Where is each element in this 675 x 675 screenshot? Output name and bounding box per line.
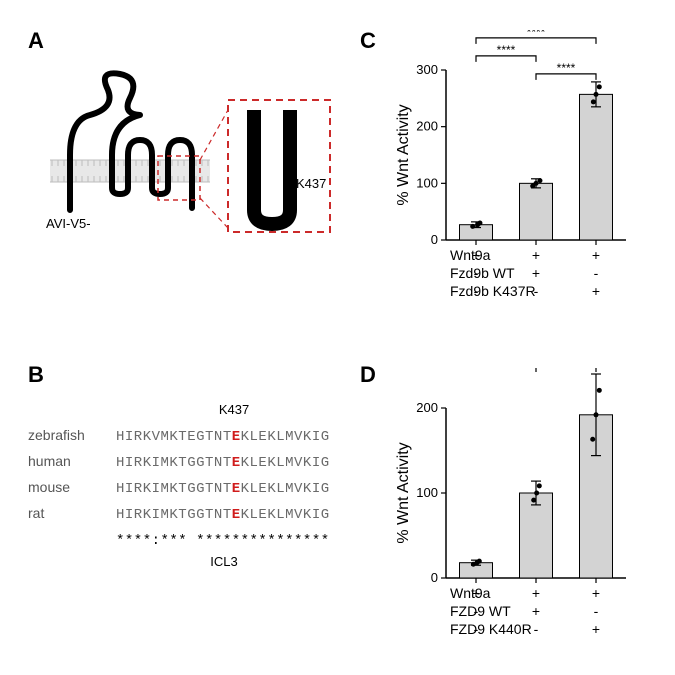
species-label: zebrafish — [28, 427, 85, 443]
alignment-title: K437 — [219, 402, 249, 417]
y-tick-label: 100 — [416, 485, 438, 500]
species-label: human — [28, 453, 71, 469]
x-row-label-text: Wnt9a — [450, 585, 491, 601]
y-tick-label: 200 — [416, 119, 438, 134]
sequence-row: HIRKIMKTGGTNTEKLEKLMVKIG — [116, 455, 330, 471]
x-row-mark: + — [472, 247, 480, 263]
x-row-mark: - — [474, 603, 479, 619]
y-tick-label: 0 — [431, 232, 438, 247]
sig-stars: **** — [497, 43, 516, 57]
icl3-label: ICL3 — [210, 554, 237, 569]
x-row-mark: + — [592, 585, 600, 601]
x-row-mark: - — [474, 283, 479, 299]
panel-c: 0 100 200 300 % Wnt Activity **** **** **** Wnt9… — [390, 30, 660, 330]
x-row-label-text: Fzd9b K437R — [450, 283, 536, 299]
data-point — [537, 483, 542, 488]
x-row-label-text: FZD9 K440R — [450, 621, 532, 637]
sequence-row: HIRKIMKTGGTNTEKLEKLMVKIG — [116, 481, 330, 497]
data-point — [597, 84, 602, 89]
data-point — [591, 99, 596, 104]
data-point — [477, 559, 482, 564]
consensus-line: ****:*** *************** — [116, 533, 330, 549]
zoom-loop-icon — [254, 110, 290, 224]
callout-line-top — [200, 110, 228, 160]
x-row-mark: - — [534, 621, 539, 637]
x-row-label-text: FZD9 WT — [450, 603, 511, 619]
data-point — [534, 491, 539, 496]
panel-label-d: D — [360, 362, 376, 388]
panel-a-svg: AVI-V5- K437 — [40, 60, 340, 280]
callout-zoom-box — [228, 100, 330, 232]
data-point — [597, 388, 602, 393]
panel-b: K437 zebrafish HIRKVMKTEGTNTEKLEKLMVKIG hu… — [24, 398, 354, 618]
y-tick-label: 300 — [416, 62, 438, 77]
species-label: mouse — [28, 479, 70, 495]
x-row-mark: - — [474, 265, 479, 281]
y-tick-label: 0 — [431, 570, 438, 585]
gpcr-icon — [70, 73, 192, 210]
x-row-mark: - — [474, 621, 479, 637]
data-point — [594, 92, 599, 97]
y-tick-label: 200 — [416, 400, 438, 415]
x-row-mark: + — [532, 585, 540, 601]
chart-d-svg: 0100200% Wnt Activity*****Wnt9a+++FZD9 W… — [390, 368, 660, 668]
y-tick-label: 100 — [416, 175, 438, 190]
x-row-mark: + — [532, 265, 540, 281]
x-row-mark: + — [532, 603, 540, 619]
y-axis-label: % Wnt Activity — [395, 442, 412, 543]
panel-b-svg: K437 zebrafish HIRKVMKTEGTNTEKLEKLMVKIG hu… — [24, 398, 354, 618]
panel-d: 0100200% Wnt Activity*****Wnt9a+++FZD9 W… — [390, 368, 660, 668]
data-point — [531, 498, 536, 503]
x-row-mark: + — [532, 247, 540, 263]
bar — [520, 183, 553, 240]
x-row-mark: + — [592, 283, 600, 299]
sig-stars: **** — [527, 30, 546, 39]
y-axis-label: % Wnt Activity — [395, 104, 412, 205]
sig-stars: **** — [557, 61, 576, 75]
callout-line-bot — [200, 198, 228, 228]
bar — [580, 94, 613, 240]
x-row-label-text: Wnt9a — [450, 247, 491, 263]
panel-label-b: B — [28, 362, 44, 388]
k437-label: K437 — [296, 176, 326, 191]
bar — [520, 493, 553, 578]
panel-label-c: C — [360, 28, 376, 54]
alignment-rows: zebrafish HIRKVMKTEGTNTEKLEKLMVKIG human HI… — [28, 427, 330, 523]
chart-c-svg: 0 100 200 300 % Wnt Activity **** **** **** Wnt9… — [390, 30, 660, 330]
sig-bracket — [536, 368, 596, 372]
sequence-row: HIRKIMKTGGTNTEKLEKLMVKIG — [116, 507, 330, 523]
x-row-mark: + — [592, 621, 600, 637]
x-row-mark: - — [534, 283, 539, 299]
panel-label-a: A — [28, 28, 44, 54]
species-label: rat — [28, 505, 44, 521]
data-point — [590, 437, 595, 442]
sequence-row: HIRKVMKTEGTNTEKLEKLMVKIG — [116, 429, 330, 445]
x-row-mark: - — [594, 603, 599, 619]
x-row-mark: + — [472, 585, 480, 601]
avi-label: AVI-V5- — [46, 216, 91, 231]
data-point — [594, 412, 599, 417]
data-point — [537, 178, 542, 183]
data-point — [477, 221, 482, 226]
panel-a: AVI-V5- K437 — [40, 60, 340, 280]
x-row-mark: - — [594, 265, 599, 281]
x-row-label-text: Fzd9b WT — [450, 265, 515, 281]
data-point — [470, 224, 475, 229]
x-row-mark: + — [592, 247, 600, 263]
